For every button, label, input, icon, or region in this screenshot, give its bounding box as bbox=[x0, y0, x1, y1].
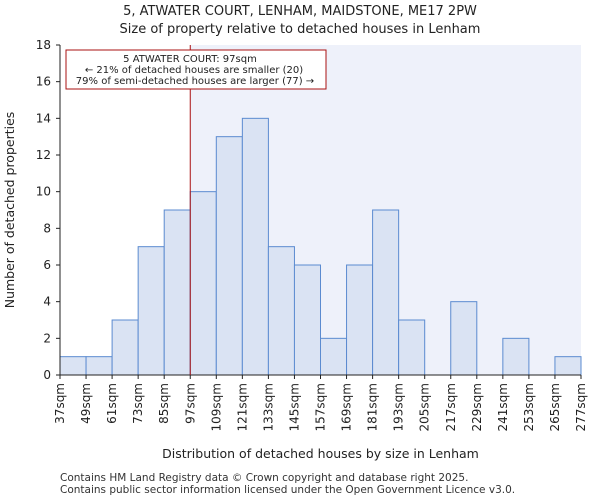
annotation-title: 5 ATWATER COURT: 97sqm bbox=[123, 54, 257, 65]
y-tick-label: 10 bbox=[36, 185, 51, 199]
x-tick-label: 133sqm bbox=[261, 383, 275, 431]
histogram-bar bbox=[215, 136, 243, 376]
x-tick-label: 229sqm bbox=[470, 383, 484, 431]
x-tick-label: 73sqm bbox=[131, 383, 145, 424]
x-tick-label: 49sqm bbox=[79, 383, 93, 424]
histogram-bar bbox=[346, 264, 374, 376]
footer-line-1: Contains HM Land Registry data © Crown c… bbox=[60, 472, 469, 484]
histogram-bar bbox=[85, 356, 113, 376]
x-tick-label: 169sqm bbox=[340, 383, 354, 431]
x-tick-label: 97sqm bbox=[183, 383, 197, 424]
histogram-bar bbox=[241, 117, 269, 376]
histogram-bar bbox=[320, 337, 348, 376]
x-tick-label: 157sqm bbox=[314, 383, 328, 431]
annotation-smaller: ← 21% of detached houses are smaller (20… bbox=[85, 65, 303, 76]
footer-line-2: Contains public sector information licen… bbox=[60, 484, 516, 496]
x-tick-label: 265sqm bbox=[548, 383, 562, 431]
chart-subtitle: Size of property relative to detached ho… bbox=[119, 22, 481, 37]
histogram-bar bbox=[163, 209, 191, 376]
y-tick-label: 12 bbox=[36, 148, 51, 162]
y-tick-label: 14 bbox=[36, 111, 51, 125]
x-axis-label: Distribution of detached houses by size … bbox=[162, 446, 479, 461]
x-tick-label: 85sqm bbox=[157, 383, 171, 424]
y-tick-label: 6 bbox=[43, 258, 51, 272]
y-axis-label: Number of detached properties bbox=[2, 112, 17, 309]
x-tick-label: 217sqm bbox=[444, 383, 458, 431]
histogram-bar bbox=[398, 319, 426, 376]
histogram-bar bbox=[189, 191, 217, 376]
x-tick-label: 241sqm bbox=[496, 383, 510, 431]
x-tick-label: 121sqm bbox=[235, 383, 249, 431]
x-tick-label: 145sqm bbox=[287, 383, 301, 431]
y-tick-label: 2 bbox=[43, 331, 51, 345]
y-tick-label: 0 bbox=[43, 368, 51, 382]
annotation-box bbox=[65, 49, 327, 90]
histogram-bar bbox=[59, 356, 87, 376]
x-tick-label: 205sqm bbox=[418, 383, 432, 431]
x-tick-label: 37sqm bbox=[53, 383, 67, 424]
x-tick-label: 109sqm bbox=[209, 383, 223, 431]
histogram-bar bbox=[293, 264, 322, 376]
histogram-bar bbox=[137, 246, 165, 376]
x-tick-label: 181sqm bbox=[366, 383, 380, 431]
histogram-bar bbox=[450, 301, 478, 376]
chart-title: 5, ATWATER COURT, LENHAM, MAIDSTONE, ME1… bbox=[123, 4, 477, 19]
x-tick-label: 277sqm bbox=[574, 383, 588, 431]
y-tick-label: 8 bbox=[43, 221, 51, 235]
histogram-bar bbox=[372, 209, 400, 376]
histogram-bar bbox=[267, 246, 295, 376]
histogram-bar bbox=[554, 356, 582, 376]
x-tick-label: 193sqm bbox=[392, 383, 406, 431]
y-tick-label: 4 bbox=[43, 295, 51, 309]
annotation-larger: 79% of semi-detached houses are larger (… bbox=[76, 76, 314, 87]
histogram-bar bbox=[502, 337, 530, 376]
histogram-bar bbox=[111, 319, 139, 376]
x-tick-label: 253sqm bbox=[522, 383, 536, 431]
y-tick-label: 18 bbox=[36, 38, 51, 52]
y-tick-label: 16 bbox=[36, 75, 51, 89]
x-tick-label: 61sqm bbox=[105, 383, 119, 424]
